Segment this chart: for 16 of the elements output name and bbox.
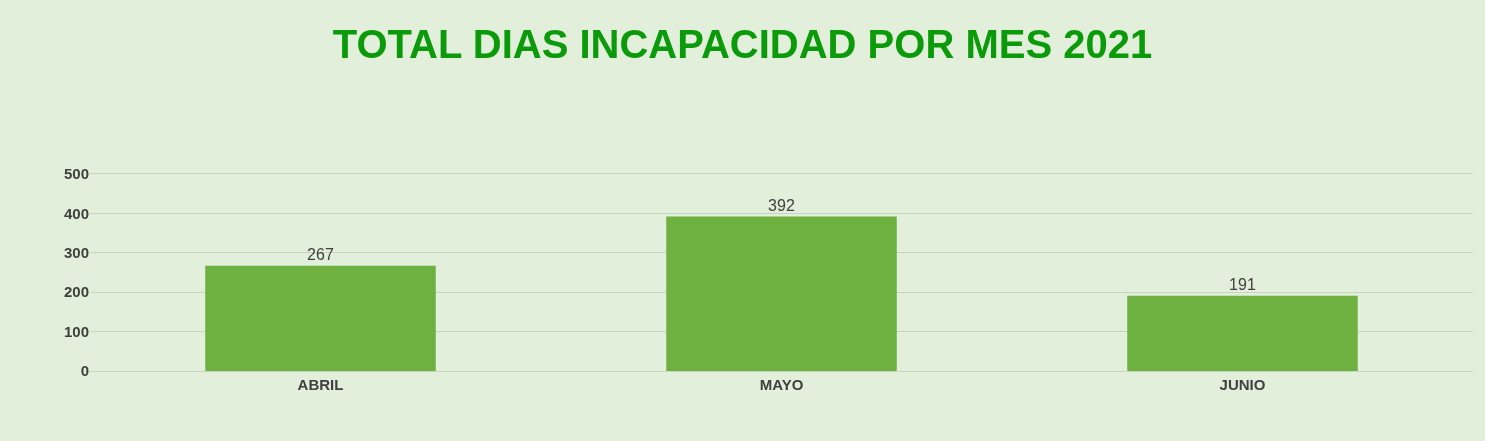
y-tick-label: 500 bbox=[63, 165, 89, 183]
y-tick-label: 100 bbox=[63, 322, 89, 340]
data-label: 267 bbox=[307, 245, 334, 263]
x-tick-label: JUNIO bbox=[1219, 376, 1266, 393]
data-label: 191 bbox=[1229, 275, 1256, 293]
bar bbox=[1127, 295, 1358, 371]
y-tick-label: 0 bbox=[80, 362, 89, 380]
bar bbox=[666, 216, 897, 371]
y-tick-label: 200 bbox=[63, 283, 89, 301]
chart-title: TOTAL DIAS INCAPACIDAD POR MES 2021 bbox=[332, 22, 1153, 67]
x-tick-label: MAYO bbox=[759, 376, 804, 393]
data-label: 392 bbox=[768, 196, 795, 214]
x-tick-label: ABRIL bbox=[297, 376, 344, 393]
bar bbox=[205, 265, 436, 371]
y-tick-label: 400 bbox=[63, 204, 89, 222]
y-tick-label: 300 bbox=[63, 244, 89, 262]
